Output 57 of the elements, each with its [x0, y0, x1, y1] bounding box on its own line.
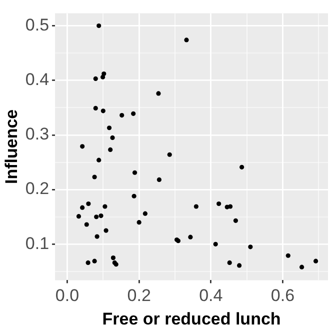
- point: [233, 218, 238, 223]
- point: [104, 228, 108, 233]
- point: [94, 234, 100, 239]
- x-axis-title: Free or reduced lunch: [102, 309, 281, 328]
- point: [80, 144, 85, 149]
- point: [236, 263, 242, 268]
- x-tick-label: 0.6: [270, 286, 295, 306]
- y-axis-title: Influence: [2, 109, 21, 184]
- point: [240, 164, 244, 170]
- point: [132, 170, 138, 175]
- point: [108, 147, 113, 152]
- point: [132, 194, 136, 198]
- x-tick-label: 0.2: [127, 286, 151, 306]
- point: [98, 213, 104, 218]
- point: [142, 211, 148, 216]
- point: [94, 214, 99, 220]
- point: [86, 260, 90, 266]
- point: [96, 158, 102, 162]
- point: [156, 91, 161, 96]
- point: [213, 242, 218, 246]
- point: [167, 152, 172, 157]
- point: [76, 214, 82, 219]
- point: [92, 174, 97, 180]
- point: [80, 205, 85, 210]
- point: [102, 72, 106, 76]
- point: [248, 244, 253, 250]
- point: [102, 204, 108, 209]
- point: [184, 38, 189, 42]
- point: [286, 253, 290, 258]
- y-tick-label: 0.2: [25, 179, 50, 198]
- x-tick-label: 0.0: [55, 286, 80, 306]
- point: [93, 76, 98, 82]
- point: [131, 111, 136, 116]
- point: [110, 256, 116, 260]
- point: [188, 234, 193, 240]
- point: [100, 108, 106, 114]
- y-tick-label: 0.1: [25, 234, 50, 253]
- point: [96, 23, 102, 28]
- point: [194, 204, 198, 209]
- point: [228, 204, 233, 209]
- point: [93, 106, 98, 111]
- point: [110, 135, 115, 140]
- point: [92, 258, 97, 264]
- point: [106, 126, 112, 130]
- point: [156, 177, 162, 182]
- y-tick-label: 0.3: [25, 124, 50, 144]
- point: [313, 258, 318, 264]
- point: [216, 201, 222, 206]
- x-tick-label: 0.4: [199, 286, 223, 306]
- y-tick-label: 0.4: [25, 70, 50, 90]
- point: [227, 260, 232, 266]
- point: [86, 201, 91, 206]
- y-tick-label: 0.5: [25, 15, 50, 34]
- point: [84, 222, 89, 227]
- point: [299, 264, 304, 270]
- point: [120, 113, 124, 118]
- point: [136, 220, 142, 225]
